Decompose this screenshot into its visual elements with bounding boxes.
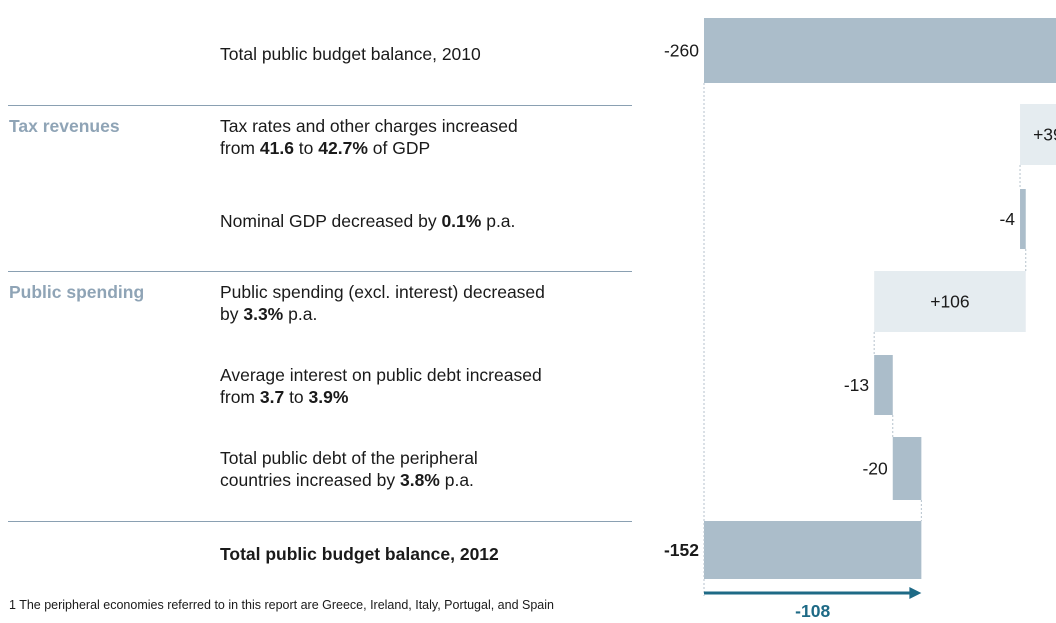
- row-text-run: to: [293, 138, 319, 158]
- bar-3: [874, 271, 1026, 332]
- bar-5: [892, 437, 922, 500]
- row-text-run: Average interest on public debt increase…: [220, 365, 542, 385]
- row-text-run: 3.7: [259, 387, 285, 407]
- row-text-run: 3.9%: [308, 387, 349, 407]
- divider-spending: [8, 271, 632, 272]
- row-text-3: Public spending (excl. interest) decreas…: [220, 281, 545, 325]
- bar-label-6: -152: [664, 540, 699, 560]
- bar-label-5: -20: [862, 459, 888, 479]
- row-line: Average interest on public debt increase…: [220, 364, 542, 386]
- bar-1: [1020, 104, 1056, 165]
- bar-6: [704, 521, 922, 579]
- bar-label-2: -4: [999, 209, 1015, 229]
- row-text-run: Public spending (excl. interest) decreas…: [220, 282, 545, 302]
- row-text-run: by: [220, 304, 244, 324]
- row-text-run: to: [284, 387, 309, 407]
- row-text-run: p.a.: [481, 211, 516, 231]
- row-text-run: countries increased by: [220, 470, 400, 490]
- row-text-run: 3.8%: [399, 470, 440, 490]
- row-line: from 3.7 to 3.9%: [220, 386, 542, 408]
- row-text-run: from: [220, 387, 260, 407]
- row-text-0: Total public budget balance, 2010: [220, 43, 481, 65]
- row-text-2: Nominal GDP decreased by 0.1% p.a.: [220, 210, 515, 232]
- bar-4: [874, 355, 893, 415]
- row-text-run: p.a.: [283, 304, 318, 324]
- footnote: 1 The peripheral economies referred to i…: [9, 598, 554, 612]
- bar-label-0: -260: [664, 41, 699, 61]
- net-change-arrowhead: [909, 587, 922, 599]
- row-line: Total public debt of the peripheral: [220, 447, 478, 469]
- row-text-run: Total public budget balance, 2012: [220, 544, 499, 564]
- row-text-run: 41.6: [259, 138, 294, 158]
- row-text-run: Nominal GDP decreased by: [220, 211, 442, 231]
- row-text-run: Total public budget balance, 2010: [220, 44, 481, 64]
- row-text-run: Total public debt of the peripheral: [220, 448, 478, 468]
- row-text-run: 0.1%: [441, 211, 482, 231]
- row-text-run: p.a.: [439, 470, 474, 490]
- row-line: Total public budget balance, 2012: [220, 543, 499, 565]
- row-text-5: Total public debt of the peripheral count…: [220, 447, 478, 491]
- bar-2: [1020, 189, 1026, 249]
- row-text-run: 42.7%: [318, 138, 368, 158]
- bar-0: [704, 18, 1056, 83]
- row-line: Nominal GDP decreased by 0.1% p.a.: [220, 210, 515, 232]
- row-line: Public spending (excl. interest) decreas…: [220, 281, 545, 303]
- row-line: countries increased by 3.8% p.a.: [220, 469, 478, 491]
- net-change-label: -108: [795, 601, 830, 621]
- row-text-1: Tax rates and other charges increased fro…: [220, 115, 518, 159]
- row-line: from 41.6 to 42.7% of GDP: [220, 137, 518, 159]
- row-text-run: of GDP: [367, 138, 431, 158]
- row-text-6: Total public budget balance, 2012: [220, 543, 499, 565]
- row-line: by 3.3% p.a.: [220, 303, 545, 325]
- row-text-run: 3.3%: [243, 304, 284, 324]
- divider-tax: [8, 105, 632, 106]
- row-line: Tax rates and other charges increased: [220, 115, 518, 137]
- divider-total: [8, 521, 632, 522]
- group-label-public-spending: Public spending: [9, 282, 145, 302]
- row-text-run: Tax rates and other charges increased: [220, 116, 518, 136]
- bar-label-4: -13: [844, 375, 869, 395]
- row-line: Total public budget balance, 2010: [220, 43, 481, 65]
- group-label-tax-revenues: Tax revenues: [9, 116, 120, 136]
- row-text-run: from: [220, 138, 260, 158]
- bar-label-3: +106: [930, 292, 969, 312]
- bar-label-1: +39: [1033, 125, 1056, 145]
- row-text-4: Average interest on public debt increase…: [220, 364, 542, 408]
